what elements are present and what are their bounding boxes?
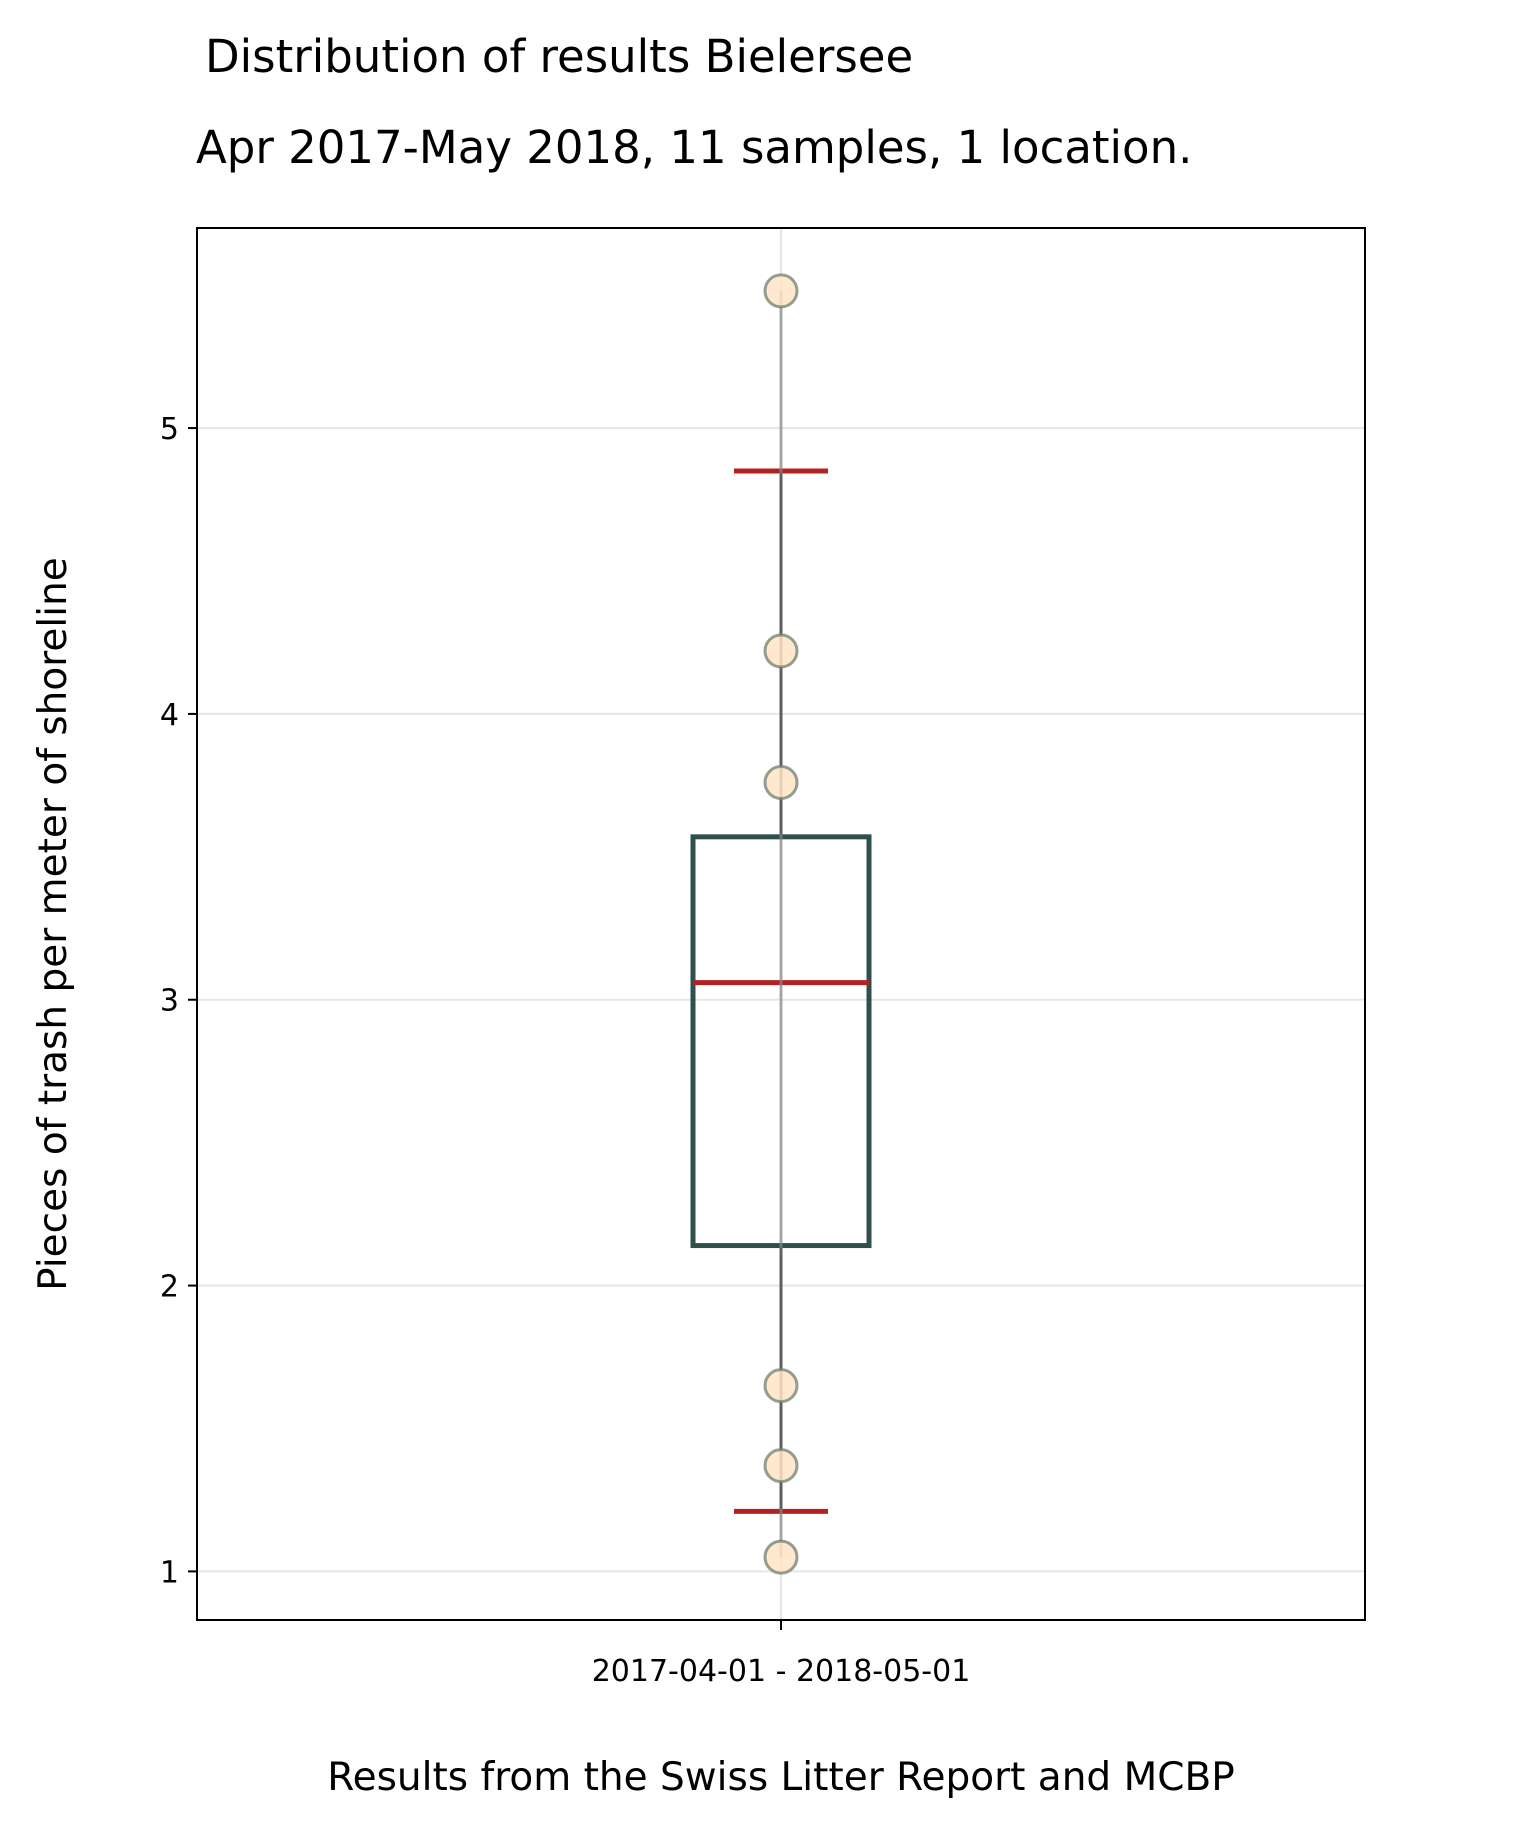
- y-axis-label: Pieces of trash per meter of shoreline: [31, 557, 76, 1291]
- data-point: [763, 1448, 799, 1484]
- y-tick-label: 2: [160, 1270, 179, 1305]
- y-axis: 1 2 3 4 5: [160, 412, 197, 1590]
- data-point: [763, 633, 799, 669]
- chart-title: Distribution of results Bielersee: [205, 30, 913, 83]
- y-tick-label: 5: [160, 412, 179, 447]
- x-axis: 2017-04-01 - 2018-05-01: [592, 1620, 971, 1689]
- data-point: [763, 765, 799, 801]
- data-point: [763, 1539, 799, 1575]
- data-point: [763, 1368, 799, 1404]
- plot-area: [690, 273, 872, 1575]
- x-axis-label: Results from the Swiss Litter Report and…: [327, 1755, 1234, 1800]
- y-tick-label: 4: [160, 698, 179, 733]
- y-tick-label: 1: [160, 1555, 179, 1590]
- y-tick-label: 3: [160, 984, 179, 1019]
- chart-subtitle: Apr 2017-May 2018, 11 samples, 1 locatio…: [196, 121, 1192, 174]
- data-point: [763, 273, 799, 309]
- x-tick-label: 2017-04-01 - 2018-05-01: [592, 1654, 971, 1689]
